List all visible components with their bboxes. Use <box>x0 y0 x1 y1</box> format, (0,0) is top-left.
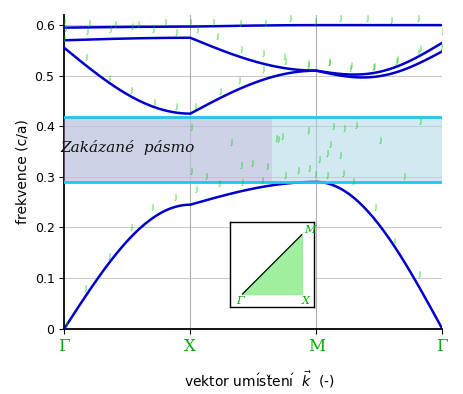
Point <box>187 19 194 25</box>
Point <box>282 172 289 178</box>
Point <box>387 17 394 23</box>
Point <box>193 185 200 191</box>
Point <box>127 224 134 230</box>
Point <box>400 173 407 179</box>
Point <box>237 162 244 168</box>
Point <box>111 20 119 27</box>
Point <box>216 180 223 187</box>
Text: vektor um$\mathrm{\acute{\i}}$st$\check{\mathrm{e}}$n$\mathrm{\acute{\i}}$  $\ve: vektor um$\mathrm{\acute{\i}}$st$\check{… <box>184 370 335 390</box>
Point <box>187 167 194 174</box>
Point <box>106 253 113 260</box>
Point <box>236 77 243 83</box>
Point <box>263 163 270 169</box>
Point <box>326 141 334 147</box>
Point <box>172 102 180 109</box>
Text: Zakázané  pásmo: Zakázané pásmo <box>60 139 194 154</box>
Point <box>350 178 357 184</box>
Point <box>438 43 445 49</box>
Point <box>82 54 89 60</box>
Point <box>273 135 280 141</box>
Point <box>60 18 68 24</box>
Point <box>414 15 422 21</box>
Point <box>323 150 331 156</box>
Point <box>278 133 286 139</box>
Point <box>392 58 400 64</box>
Point <box>62 320 69 327</box>
Point <box>394 56 401 63</box>
Point <box>340 125 347 131</box>
Point <box>106 26 113 32</box>
Point <box>172 194 179 200</box>
Point <box>192 102 199 109</box>
Point <box>346 65 353 71</box>
Bar <box>64 117 442 182</box>
Point <box>128 22 135 29</box>
Point <box>274 136 282 143</box>
Point <box>127 87 135 93</box>
Point <box>339 170 346 176</box>
Point <box>238 179 246 185</box>
Point <box>416 118 424 124</box>
Point <box>162 19 169 25</box>
Point <box>363 15 370 22</box>
Point <box>172 29 179 35</box>
Point <box>348 62 355 69</box>
Point <box>325 59 333 65</box>
Point <box>261 20 269 26</box>
Point <box>227 139 235 146</box>
Point <box>213 33 221 39</box>
Point <box>390 238 398 244</box>
Point <box>236 20 244 26</box>
Point <box>237 46 244 52</box>
Y-axis label: frekvence (c/a): frekvence (c/a) <box>15 119 29 224</box>
Point <box>324 172 331 178</box>
Point <box>336 151 343 158</box>
Point <box>315 156 323 162</box>
Point <box>439 314 446 320</box>
Point <box>287 15 294 21</box>
Point <box>438 28 445 34</box>
Point <box>187 123 194 130</box>
Point <box>369 64 376 71</box>
Point <box>371 63 378 69</box>
Point <box>439 15 447 21</box>
Point <box>312 170 319 177</box>
Point <box>202 173 209 179</box>
Point <box>305 165 313 171</box>
Point <box>193 26 200 32</box>
Point <box>84 28 91 34</box>
Point <box>259 66 267 72</box>
Point <box>149 25 156 32</box>
Point <box>294 167 302 173</box>
Point <box>325 59 333 65</box>
Point <box>416 45 423 51</box>
Point <box>304 59 311 66</box>
Point <box>259 50 267 56</box>
Point <box>376 136 383 143</box>
Point <box>150 98 158 105</box>
Point <box>81 284 89 291</box>
Point <box>61 35 68 41</box>
Point <box>305 61 312 68</box>
Point <box>352 121 360 128</box>
Point <box>217 88 224 95</box>
Point <box>134 21 142 28</box>
Point <box>209 19 216 25</box>
Point <box>258 177 265 183</box>
Point <box>414 48 422 55</box>
Point <box>149 203 156 210</box>
Point <box>281 58 288 65</box>
Point <box>415 271 422 277</box>
Point <box>305 126 312 133</box>
Point <box>312 17 319 24</box>
Point <box>85 20 93 26</box>
Point <box>336 15 344 21</box>
Point <box>106 75 113 81</box>
Point <box>281 53 288 59</box>
Point <box>371 204 379 210</box>
Point <box>329 123 337 129</box>
Bar <box>64 117 272 182</box>
Point <box>249 160 256 166</box>
Point <box>61 25 69 31</box>
